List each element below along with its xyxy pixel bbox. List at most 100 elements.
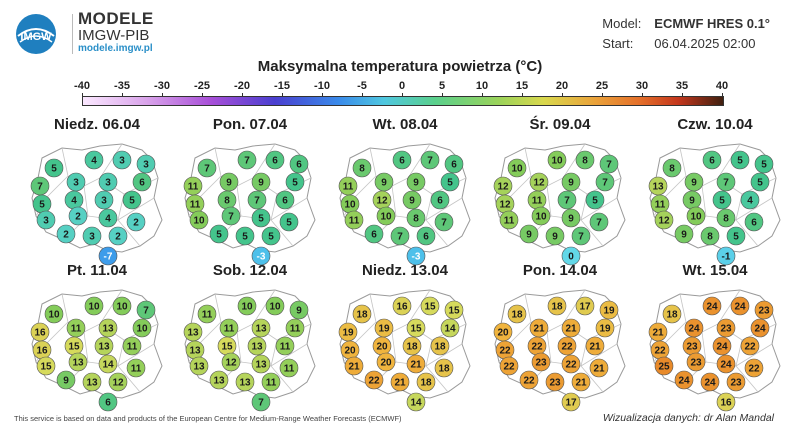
temperature-value: 15 (40, 362, 52, 373)
temperature-bubble: 9 (674, 224, 694, 244)
temperature-bubble: 15 (64, 336, 84, 356)
bubble-circle (390, 226, 410, 246)
temperature-value: 8 (413, 214, 419, 225)
temperature-bubble: 20 (372, 336, 392, 356)
day-label: Śr. 09.04 (529, 116, 591, 133)
temperature-bubble: 8 (217, 190, 237, 210)
bubble-circle (561, 246, 581, 266)
temperature-value: 22 (561, 342, 573, 353)
temperature-value: 6 (371, 230, 377, 241)
temperature-value: 3 (105, 178, 111, 189)
temperature-bubble: 5 (122, 190, 142, 210)
day-label: Sob. 12.04 (212, 262, 288, 279)
temperature-value: 5 (292, 178, 298, 189)
temperature-value: 5 (719, 196, 725, 207)
temperature-bubble: 19 (374, 318, 394, 338)
temperature-bubble: 9 (684, 172, 704, 192)
temperature-bubble: 21 (585, 336, 605, 356)
region-border (580, 339, 618, 367)
region-border (270, 339, 308, 367)
temperature-bubble: 9 (374, 172, 394, 192)
temperature-bubble: 5 (585, 190, 605, 210)
temperature-value: 9 (409, 196, 415, 207)
bubble-circle (44, 158, 64, 178)
temperature-value: 3 (73, 178, 79, 189)
bubble-circle (209, 224, 229, 244)
temperature-value: 15 (410, 324, 422, 335)
scale-tick-label: -25 (194, 80, 210, 92)
bubble-circle (599, 300, 619, 320)
temperature-value: 13 (255, 324, 267, 335)
temperature-value: 2 (133, 218, 139, 229)
temperature-value: 9 (296, 306, 302, 317)
temperature-value: 19 (599, 324, 611, 335)
bubble-circle (716, 172, 736, 192)
scale-tick (642, 93, 643, 97)
bubble-circle (444, 154, 464, 174)
temperature-value: 23 (720, 324, 732, 335)
temperature-bubble: 13 (189, 356, 209, 376)
bubble-circle (702, 150, 722, 170)
bubble-circle (68, 206, 88, 226)
temperature-value: 11 (284, 364, 295, 375)
temperature-value: 7 (143, 306, 149, 317)
temperature-value: 10 (535, 212, 547, 223)
temperature-bubble: 7 (595, 172, 615, 192)
bubble-circle (247, 336, 267, 356)
temperature-value: 4 (747, 196, 753, 207)
temperature-bubble: 19 (338, 322, 358, 342)
scale-tick (322, 93, 323, 97)
scale-tick (482, 93, 483, 97)
temperature-bubble: 8 (716, 208, 736, 228)
bubble-circle (237, 150, 257, 170)
temperature-value: 5 (39, 200, 45, 211)
poland-map: 54 3 37 3 3 65 4 3 53 2 4 22 3 2-7 (30, 143, 163, 266)
temperature-bubble: 20 (376, 352, 396, 372)
bubble-circle (251, 172, 271, 192)
temperature-bubble: 18 (352, 304, 372, 324)
footer-note: This service is based on data and produc… (14, 414, 402, 423)
bubble-circle (416, 226, 436, 246)
scale-tick (722, 93, 723, 97)
bubble-circle (654, 210, 674, 230)
temperature-value: 3 (101, 196, 107, 207)
temperature-bubble: 6 (416, 226, 436, 246)
temperature-bubble: 9 (406, 172, 426, 192)
temperature-value: 18 (434, 342, 446, 353)
bubble-circle (98, 208, 118, 228)
bubble-circle (444, 300, 464, 320)
bubble-circle (235, 226, 255, 246)
temperature-bubble: 6 (444, 154, 464, 174)
temperature-bubble: 16 (30, 322, 50, 342)
temperature-bubble: 22 (364, 370, 384, 390)
temperature-bubble: 6 (392, 150, 412, 170)
temperature-value: 12 (533, 178, 545, 189)
bubble-circle (261, 226, 281, 246)
day-map: Sob. 12.04 11 10 10 9 13 11 13 11 13 15 13 11 13 12 13 1… (175, 262, 325, 412)
temperature-bubble: 7 (221, 206, 241, 226)
bubble-circle (122, 336, 142, 356)
temperature-bubble: 22 (557, 336, 577, 356)
bubble-circle (499, 356, 519, 376)
bubble-circle (750, 172, 770, 192)
temperature-value: 5 (592, 196, 598, 207)
temperature-value: 13 (213, 376, 225, 387)
scale-tick-label: 40 (715, 80, 729, 92)
day-map: Pon. 07.04 7 7 6 6 11 9 9 5 11 8 7 6 10 7 5 5 5 5 5 -3 (175, 116, 325, 266)
bubble-circle (221, 352, 241, 372)
brand-url[interactable]: modele.imgw.pl (78, 42, 153, 54)
bubble-circle (440, 172, 460, 192)
temperature-bubble: 7 (136, 300, 156, 320)
scale-tick-label: -30 (154, 80, 170, 92)
bubble-circle (126, 358, 146, 378)
scale-tick (602, 93, 603, 97)
scale-tick-label: 25 (595, 80, 609, 92)
temperature-bubble: 15 (406, 318, 426, 338)
temperature-bubble: 13 (235, 372, 255, 392)
temperature-bubble: 21 (589, 358, 609, 378)
temperature-bubble: 9 (251, 172, 271, 192)
temperature-value: 16 (36, 346, 48, 357)
scale-tick-label: 30 (635, 80, 649, 92)
